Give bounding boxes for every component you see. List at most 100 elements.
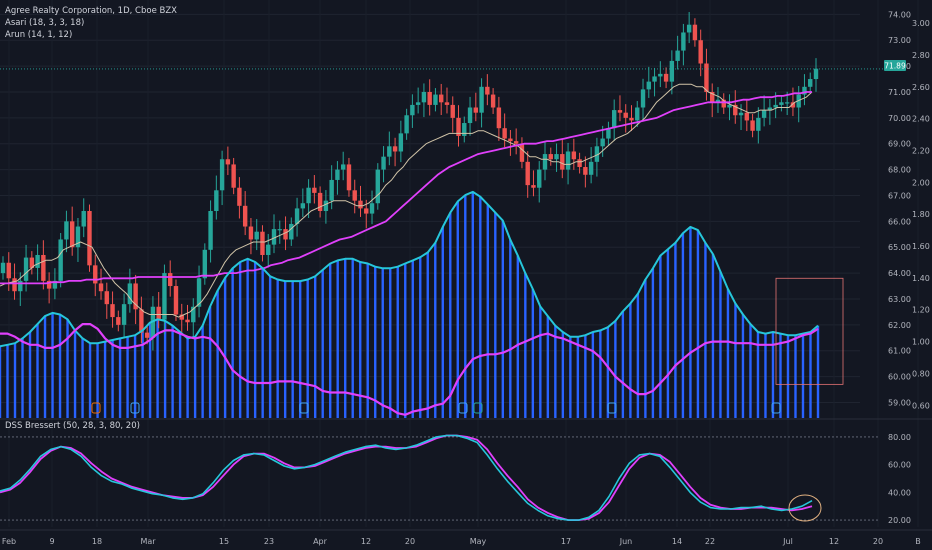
candle-body	[335, 169, 340, 180]
candle-body	[519, 143, 525, 162]
candle-body	[640, 89, 646, 108]
dss-y-tick-label: 60.00	[888, 461, 911, 470]
x-tick-label: 12	[361, 537, 371, 546]
candle-body	[0, 262, 6, 274]
y-tick-label-right: 1.80	[912, 210, 930, 219]
candle-body	[502, 128, 507, 139]
histogram-bar	[629, 303, 632, 418]
histogram-bar	[208, 306, 212, 418]
candle-body	[283, 229, 288, 240]
candle-body	[271, 229, 277, 245]
candle-body	[127, 283, 133, 305]
candle-body	[779, 102, 784, 105]
histogram-bar	[561, 332, 565, 418]
histogram-bar	[614, 320, 617, 418]
candle-body	[629, 117, 634, 121]
x-tick-label: 12	[829, 537, 839, 546]
candle-body	[744, 112, 750, 121]
candle-body	[646, 81, 651, 90]
histogram-bar	[374, 266, 377, 418]
histogram-bar	[261, 268, 264, 418]
histogram-bar	[486, 204, 489, 418]
candle-body	[715, 99, 721, 103]
candle-body	[121, 304, 127, 325]
x-tick-label: May	[470, 537, 487, 546]
dss-pane	[0, 434, 880, 522]
candle-body	[185, 319, 190, 323]
histogram-bar	[696, 230, 700, 418]
dss-circle-annotation	[788, 494, 822, 522]
histogram-bar	[73, 330, 77, 418]
y-tick-label-right: 2.80	[912, 51, 930, 60]
candle-body	[225, 159, 231, 165]
histogram-bar	[238, 261, 242, 418]
candle-body	[196, 278, 202, 307]
candle-body	[162, 273, 167, 320]
candle-body	[467, 107, 473, 124]
candle-body	[329, 179, 334, 201]
candle-body	[450, 104, 455, 118]
candle-body	[242, 205, 248, 227]
histogram-bar	[13, 343, 17, 418]
histogram-bar	[539, 306, 542, 418]
histogram-bar	[704, 242, 707, 418]
y-tick-label-left: 70.00	[888, 114, 911, 123]
y-tick-label-right: 1.40	[912, 274, 930, 283]
x-tick-label: 20	[873, 537, 883, 546]
histogram-bar	[253, 261, 257, 418]
dss-line	[0, 434, 813, 521]
candle-body	[577, 159, 582, 168]
histogram-bar	[801, 333, 805, 418]
candle-body	[727, 104, 732, 108]
y-tick-label-right: 0.60	[912, 401, 930, 410]
histogram-bar	[223, 277, 227, 418]
histogram-bar	[366, 263, 369, 418]
y-tick-label-left: 74.00	[888, 10, 911, 19]
histogram-bar	[231, 268, 234, 418]
candle-body	[35, 254, 40, 268]
x-tick-label: 17	[561, 537, 571, 546]
histogram-bar	[411, 260, 414, 418]
histogram-bar	[96, 343, 99, 418]
y-tick-label-left: 64.00	[888, 269, 911, 278]
histogram-bar	[126, 336, 129, 418]
histogram-bar	[201, 325, 204, 418]
histogram-bar	[396, 266, 399, 418]
asari-line	[0, 83, 813, 318]
candle-body	[81, 211, 86, 227]
event-marker	[130, 402, 140, 414]
y-tick-label-right: 2.40	[912, 115, 930, 124]
histogram-bar	[404, 263, 407, 418]
histogram-bar	[81, 338, 84, 418]
arun-line	[0, 91, 812, 285]
dss-y-tick-label: 80.00	[888, 433, 911, 442]
candle-body	[317, 192, 323, 211]
candle-body	[12, 278, 17, 292]
histogram-bar	[479, 196, 482, 418]
histogram-bar	[794, 335, 797, 418]
candle-body	[6, 262, 11, 279]
candle-body	[583, 167, 588, 175]
candle-body	[600, 138, 605, 147]
candle-body	[352, 190, 357, 201]
candle-body	[525, 161, 530, 186]
histogram-bar	[711, 253, 715, 418]
histogram-bar	[43, 316, 47, 418]
oscillator-line	[0, 190, 819, 348]
histogram-bar	[659, 255, 662, 418]
candle-body	[733, 104, 738, 116]
histogram-bar	[344, 258, 347, 418]
histogram-bar	[636, 293, 640, 418]
legend-dss: DSS Bressert (50, 28, 3, 80, 20)	[5, 421, 140, 431]
histogram-bar	[464, 195, 467, 418]
candle-body	[698, 40, 703, 64]
histogram-bar	[816, 325, 820, 418]
histogram-bar	[681, 233, 685, 418]
y-tick-label-right: 1.20	[912, 306, 930, 315]
histogram-bar	[644, 279, 647, 418]
candle-body	[756, 117, 761, 131]
x-tick-label: Mar	[140, 537, 156, 546]
histogram-bar	[569, 336, 572, 418]
candle-body	[508, 138, 513, 142]
candle-body	[110, 304, 115, 318]
